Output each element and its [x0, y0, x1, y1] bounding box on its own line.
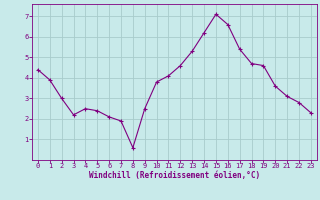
X-axis label: Windchill (Refroidissement éolien,°C): Windchill (Refroidissement éolien,°C) [89, 171, 260, 180]
